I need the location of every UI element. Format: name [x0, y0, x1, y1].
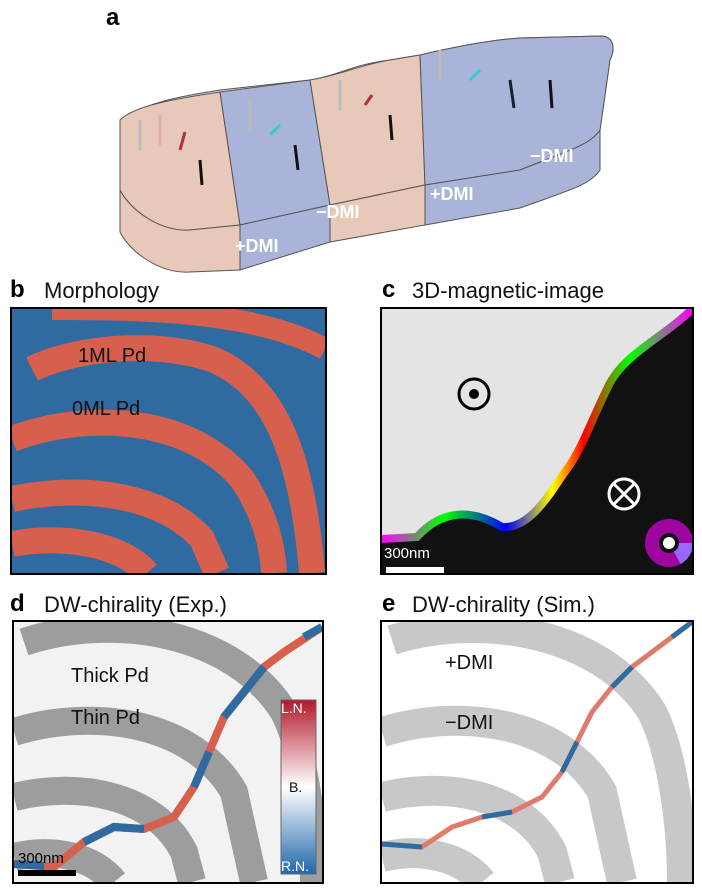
- spin-arrows: [138, 50, 554, 186]
- region-label: −DMI: [316, 202, 360, 222]
- scale-bar: [18, 870, 76, 876]
- annotation-thick-pd: Thick Pd: [71, 665, 149, 687]
- annotation-0ml-pd: 0ML Pd: [72, 398, 141, 420]
- dmi-slab-diagram: +DMI −DMI +DMI −DMI: [119, 35, 614, 273]
- panel-e-title: DW-chirality (Sim.): [412, 592, 595, 617]
- colorbar-top-label: L.N.: [281, 700, 307, 716]
- region-label: +DMI: [235, 236, 279, 256]
- panel-b-label: b: [10, 276, 25, 303]
- region-plus-dmi-1: [119, 91, 241, 231]
- dw-chirality-exp-image: [12, 620, 324, 884]
- annotation-minus-dmi: −DMI: [445, 712, 494, 734]
- colorbar: [280, 699, 317, 875]
- color-wheel-icon: [645, 519, 692, 567]
- panel-c-title: 3D-magnetic-image: [412, 278, 604, 303]
- morphology-image: [10, 307, 327, 575]
- region-label: +DMI: [430, 184, 474, 204]
- annotation-thin-pd: Thin Pd: [71, 707, 140, 729]
- panel-b-title: Morphology: [44, 278, 159, 303]
- scale-bar-label: 300nm: [18, 850, 64, 867]
- colorbar-bottom-label: R.N.: [281, 858, 309, 874]
- annotation-plus-dmi: +DMI: [445, 652, 494, 674]
- out-of-plane-icon: [457, 377, 491, 411]
- dw-chirality-sim-image: [380, 620, 694, 884]
- region-label: −DMI: [530, 146, 574, 166]
- scale-bar-label: 300nm: [384, 545, 430, 562]
- annotation-1ml-pd: 1ML Pd: [78, 345, 147, 367]
- into-plane-icon: [607, 477, 641, 511]
- domain-wall: [382, 309, 692, 543]
- panel-c-label: c: [382, 276, 396, 303]
- panel-d-title: DW-chirality (Exp.): [44, 592, 227, 617]
- panel-d-label: d: [10, 590, 25, 617]
- colorbar-middle-label: B.: [289, 779, 303, 795]
- panel-e-label: e: [382, 590, 396, 617]
- scale-bar: [386, 567, 444, 573]
- panel-a-label: a: [106, 4, 120, 31]
- magnetic-image: [380, 307, 694, 575]
- region-plus-dmi-2: [309, 54, 426, 206]
